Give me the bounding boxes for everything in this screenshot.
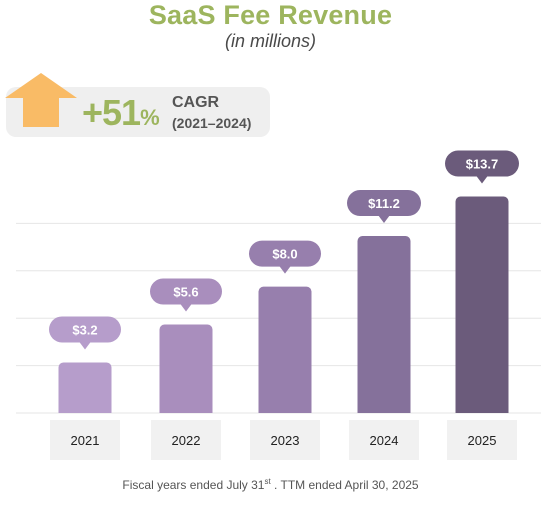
- category-box: [250, 420, 320, 460]
- bar: [58, 362, 112, 413]
- cagr-percent-sign: %: [140, 105, 160, 130]
- bar: [159, 324, 213, 413]
- x-tick-label: 2022: [172, 433, 201, 448]
- cagr-range: (2021–2024): [172, 115, 252, 131]
- value-bubble: [150, 278, 222, 305]
- data-label: $13.7: [466, 157, 499, 172]
- value-bubble-pointer: [79, 341, 91, 350]
- data-label: $11.2: [368, 196, 400, 211]
- bar: [455, 196, 509, 413]
- bar-base: [258, 407, 312, 413]
- value-bubble-pointer: [279, 265, 291, 274]
- bar: [258, 286, 312, 413]
- bar-base: [455, 407, 509, 413]
- chart-title: SaaS Fee Revenue: [148, 0, 393, 30]
- value-bubble-pointer: [378, 215, 390, 224]
- footnote-text: Fiscal years ended July 31: [122, 478, 265, 492]
- up-arrow-icon: [5, 73, 77, 127]
- chart-subtitle: (in millions): [224, 31, 316, 51]
- cagr-number: +51: [82, 92, 141, 133]
- category-box: [151, 420, 221, 460]
- footnote-superscript: st: [264, 477, 271, 486]
- value-bubble-pointer: [476, 175, 488, 184]
- data-label: $8.0: [272, 247, 297, 262]
- bar: [357, 236, 411, 413]
- footnote: Fiscal years ended July 31st . TTM ended…: [0, 477, 541, 492]
- value-bubble: [49, 316, 121, 343]
- value-bubble: [445, 150, 519, 177]
- bar-base: [357, 407, 411, 413]
- x-tick-label: 2021: [71, 433, 100, 448]
- value-bubble: [347, 190, 421, 217]
- bar-base: [159, 407, 213, 413]
- cagr-value: +51%: [82, 92, 160, 134]
- bar-chart: $3.2 2021 $5.6 2022 $8.0 2023 $11.2 2024 $13.7 20…: [16, 150, 541, 460]
- cagr-label: CAGR: [172, 94, 220, 111]
- data-label: $5.6: [173, 285, 198, 300]
- data-label: $3.2: [72, 322, 97, 337]
- x-tick-label: 2023: [271, 433, 300, 448]
- category-box: [50, 420, 120, 460]
- footnote-text-end: . TTM ended April 30, 2025: [270, 478, 419, 492]
- bar-base: [58, 407, 112, 413]
- category-box: [447, 420, 517, 460]
- category-box: [349, 420, 419, 460]
- value-bubble-pointer: [180, 303, 192, 312]
- x-tick-label: 2024: [370, 433, 399, 448]
- value-bubble: [249, 240, 321, 267]
- x-tick-label: 2025: [468, 433, 497, 448]
